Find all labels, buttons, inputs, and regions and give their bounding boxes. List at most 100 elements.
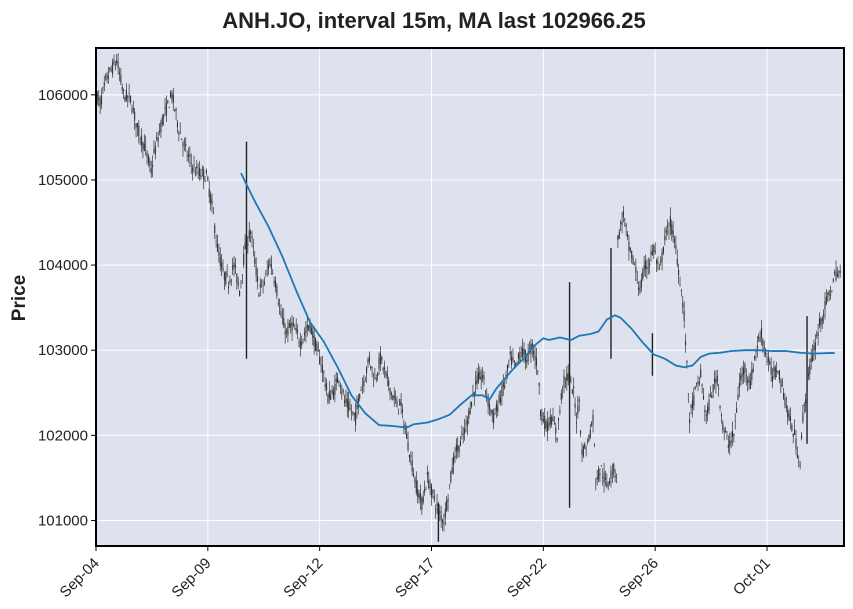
candle-body (636, 279, 638, 281)
candle-body (366, 367, 368, 374)
candle-body (308, 325, 310, 329)
candle-body (127, 96, 129, 98)
candle-body (156, 136, 158, 140)
candle-body (570, 378, 572, 380)
candle-body (160, 122, 162, 133)
candle-body (435, 508, 437, 510)
candle-body (313, 335, 315, 347)
candle-body (609, 480, 611, 484)
candle-body (107, 76, 109, 79)
candle-body (102, 87, 104, 89)
candle-body (129, 95, 132, 103)
candle-body (114, 64, 116, 67)
candle-body (443, 522, 445, 525)
candle-body (584, 443, 586, 449)
candle-body (301, 341, 303, 345)
candle-body (553, 423, 555, 425)
candle-body (123, 89, 125, 91)
candle-body (563, 375, 565, 388)
candle-body (501, 386, 503, 397)
candle-body (125, 89, 127, 101)
candle-body (730, 440, 732, 443)
candle-body (248, 230, 250, 239)
candle-body (778, 370, 780, 380)
candle-body (707, 406, 709, 414)
candle-body (261, 281, 263, 283)
candle-body (276, 285, 278, 297)
candle-body (174, 109, 176, 111)
candle-body (671, 224, 673, 234)
candle-body (233, 262, 235, 267)
candle-body (488, 404, 491, 409)
candle-body (698, 380, 700, 385)
candle-body (473, 392, 475, 397)
candle-body (823, 314, 825, 317)
candle-body (748, 376, 750, 384)
candle-body (363, 380, 365, 387)
candle-body (593, 444, 595, 446)
candle-body (258, 294, 260, 297)
candle-body (562, 388, 564, 389)
candle-body (368, 355, 370, 362)
candle-body (598, 468, 600, 480)
candle-body (208, 188, 210, 198)
candle-body (444, 508, 446, 518)
candle-body (498, 394, 500, 403)
candle-body (834, 272, 836, 274)
candle-body (798, 462, 800, 463)
candle-body (178, 133, 180, 135)
candle-body (361, 385, 364, 386)
candle-body (397, 408, 399, 410)
candle-body (189, 154, 191, 157)
y-tick-label: 106000 (38, 87, 88, 104)
candle-body (745, 375, 747, 377)
candle-body (168, 107, 170, 109)
candle-body (356, 404, 358, 410)
candle-body (632, 257, 634, 265)
y-axis-ticks: 101000 102000 103000 104000 105000 106000 (38, 87, 96, 529)
candle-body (573, 386, 575, 389)
candle-body (762, 339, 764, 346)
candle-body (654, 250, 656, 253)
candle-body (549, 416, 551, 425)
candle-body (809, 364, 811, 374)
candle-body (100, 95, 103, 105)
candle-body (291, 322, 293, 331)
candle-body (421, 498, 423, 510)
candle-body (135, 123, 137, 129)
candle-body (406, 433, 408, 439)
candle-body (145, 145, 147, 147)
candle-body (262, 284, 264, 286)
candle-body (244, 242, 246, 250)
candle-body (417, 489, 419, 498)
candle-body (455, 444, 457, 452)
candle-body (567, 372, 569, 382)
candle-body (150, 168, 152, 174)
candle-body (139, 138, 141, 140)
candle-body (519, 352, 521, 362)
candle-body (450, 471, 452, 482)
candle-body (629, 247, 631, 251)
candle-body (581, 449, 583, 455)
candle-body (116, 60, 118, 64)
candle-body (789, 416, 792, 422)
candle-body (466, 419, 468, 426)
candle-body (486, 396, 488, 398)
candle-body (807, 373, 809, 376)
candle-body (309, 320, 311, 332)
x-tick-label: Sep-22 (504, 555, 550, 601)
candle-body (556, 437, 558, 441)
candle-body (422, 496, 424, 503)
candle-body (482, 375, 484, 378)
candle-body (622, 210, 624, 217)
candle-body (287, 327, 289, 336)
candle-body (382, 367, 384, 371)
candle-body (718, 388, 720, 390)
candle-body (348, 401, 350, 412)
candle-body (640, 279, 642, 288)
x-tick-label: Sep-17 (392, 555, 438, 601)
candle-body (203, 169, 205, 180)
candle-body (777, 371, 779, 373)
x-axis-ticks: Sep-04 Sep-09 Sep-12 Sep-17 Sep-22 Sep-26 Oct-… (57, 546, 774, 601)
candle-body (241, 274, 243, 276)
